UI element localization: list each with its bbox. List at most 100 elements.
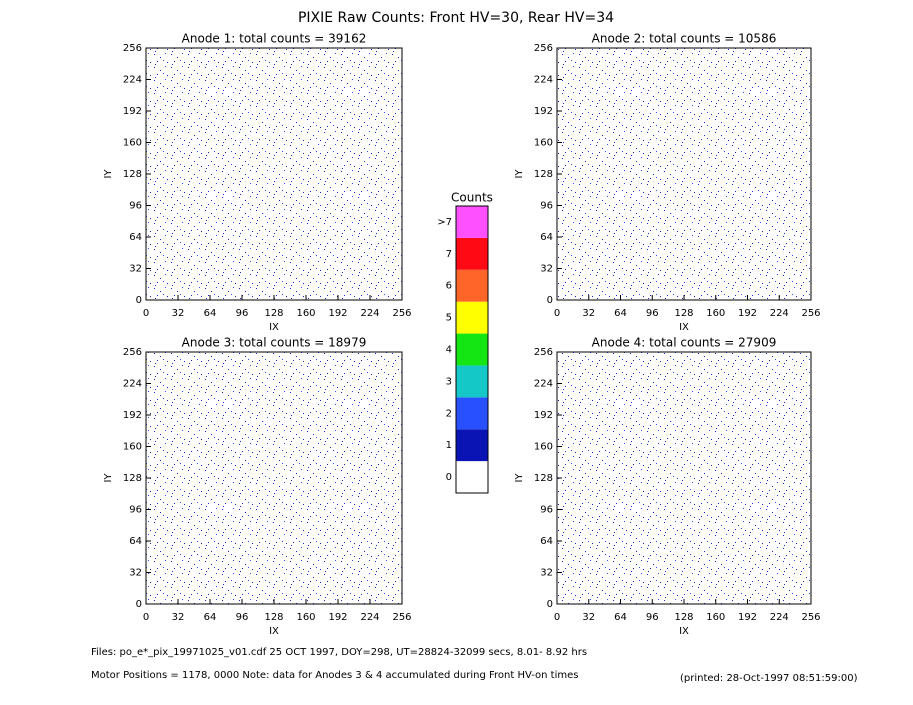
y-tick-label: 32 (540, 568, 553, 579)
colorbar-swatch (456, 333, 488, 366)
y-tick-label: 0 (136, 295, 142, 306)
panel-title: Anode 2: total counts = 10586 (592, 32, 777, 46)
x-tick-label: 96 (236, 308, 249, 319)
panel-title: Anode 1: total counts = 39162 (182, 32, 367, 46)
x-axis-label: IX (269, 626, 279, 637)
x-tick-label: 160 (706, 612, 725, 623)
x-tick-label: 0 (143, 612, 149, 623)
colorbar-swatch (456, 461, 488, 493)
x-tick-label: 256 (392, 308, 411, 319)
footer-motor: Motor Positions = 1178, 0000 Note: data … (91, 670, 578, 681)
x-tick-label: 32 (172, 612, 185, 623)
y-tick-label: 32 (129, 264, 142, 275)
colorbar-swatch (456, 301, 488, 334)
y-tick-label: 160 (534, 442, 553, 453)
x-tick-label: 256 (801, 612, 820, 623)
y-tick-label: 0 (136, 599, 142, 610)
y-tick-label: 192 (123, 410, 142, 421)
x-tick-label: 0 (554, 612, 560, 623)
y-tick-label: 224 (534, 75, 553, 86)
y-tick-label: 64 (540, 232, 553, 243)
colorbar-label: 5 (446, 313, 452, 324)
y-tick-label: 96 (540, 201, 553, 212)
x-axis-label: IX (679, 626, 689, 637)
colorbar-label: 6 (446, 281, 452, 292)
plot-area (145, 47, 403, 301)
x-tick-label: 32 (582, 612, 595, 623)
y-tick-label: 224 (123, 75, 142, 86)
y-tick-label: 192 (534, 106, 553, 117)
y-axis-label: IY (514, 169, 525, 179)
plot-area (556, 351, 812, 605)
y-tick-label: 64 (129, 232, 142, 243)
x-axis-label: IX (679, 322, 689, 333)
plot-area (145, 351, 403, 605)
footer-printed: (printed: 28-Oct-1997 08:51:59:00) (680, 673, 858, 684)
y-tick-label: 256 (123, 43, 142, 54)
panel-title: Anode 4: total counts = 27909 (592, 336, 777, 350)
x-tick-label: 160 (296, 612, 315, 623)
x-tick-label: 128 (264, 308, 283, 319)
y-tick-label: 32 (129, 568, 142, 579)
x-tick-label: 96 (236, 612, 249, 623)
y-tick-label: 128 (123, 473, 142, 484)
x-tick-label: 128 (264, 612, 283, 623)
y-tick-label: 0 (547, 599, 553, 610)
x-tick-label: 224 (360, 308, 379, 319)
colorbar-swatch (456, 429, 488, 462)
y-tick-label: 64 (540, 536, 553, 547)
colorbar-label: >7 (437, 217, 452, 228)
colorbar-swatch (456, 206, 488, 238)
y-tick-label: 160 (123, 138, 142, 149)
y-tick-label: 256 (534, 43, 553, 54)
x-tick-label: 64 (614, 308, 627, 319)
y-axis-label: IY (514, 473, 525, 483)
y-tick-label: 192 (534, 410, 553, 421)
x-axis-label: IX (269, 322, 279, 333)
x-tick-label: 192 (328, 308, 347, 319)
x-tick-label: 224 (770, 308, 789, 319)
y-tick-label: 224 (534, 379, 553, 390)
y-tick-label: 224 (123, 379, 142, 390)
colorbar-label: 0 (446, 472, 452, 483)
colorbar-frame (455, 205, 489, 494)
x-tick-label: 128 (674, 612, 693, 623)
y-tick-label: 0 (547, 295, 553, 306)
colorbar-swatch (456, 365, 488, 398)
x-tick-label: 192 (738, 308, 757, 319)
x-tick-label: 64 (614, 612, 627, 623)
x-tick-label: 128 (674, 308, 693, 319)
x-tick-label: 160 (296, 308, 315, 319)
y-tick-label: 96 (129, 505, 142, 516)
y-tick-label: 128 (534, 169, 553, 180)
y-tick-label: 256 (123, 347, 142, 358)
x-tick-label: 0 (554, 308, 560, 319)
y-tick-label: 96 (540, 505, 553, 516)
colorbar-label: 4 (446, 345, 452, 356)
colorbar-swatch (456, 237, 488, 270)
y-tick-label: 96 (129, 201, 142, 212)
y-tick-label: 32 (540, 264, 553, 275)
page-title: PIXIE Raw Counts: Front HV=30, Rear HV=3… (298, 10, 614, 26)
x-tick-label: 96 (646, 308, 659, 319)
y-tick-label: 128 (123, 169, 142, 180)
panel-title: Anode 3: total counts = 18979 (182, 336, 367, 350)
colorbar-swatch (456, 397, 488, 430)
plot-area (556, 47, 812, 301)
colorbar-label: 7 (446, 249, 452, 260)
x-tick-label: 32 (582, 308, 595, 319)
colorbar-label: 1 (446, 440, 452, 451)
colorbar-label: 2 (446, 408, 452, 419)
y-tick-label: 256 (534, 347, 553, 358)
x-tick-label: 224 (360, 612, 379, 623)
x-tick-label: 160 (706, 308, 725, 319)
x-tick-label: 256 (801, 308, 820, 319)
y-axis-label: IY (103, 169, 114, 179)
footer-files: Files: po_e*_pix_19971025_v01.cdf 25 OCT… (91, 647, 587, 658)
y-tick-label: 64 (129, 536, 142, 547)
x-tick-label: 96 (646, 612, 659, 623)
colorbar-label: 3 (446, 376, 452, 387)
y-tick-label: 160 (123, 442, 142, 453)
colorbar-swatch (456, 269, 488, 302)
